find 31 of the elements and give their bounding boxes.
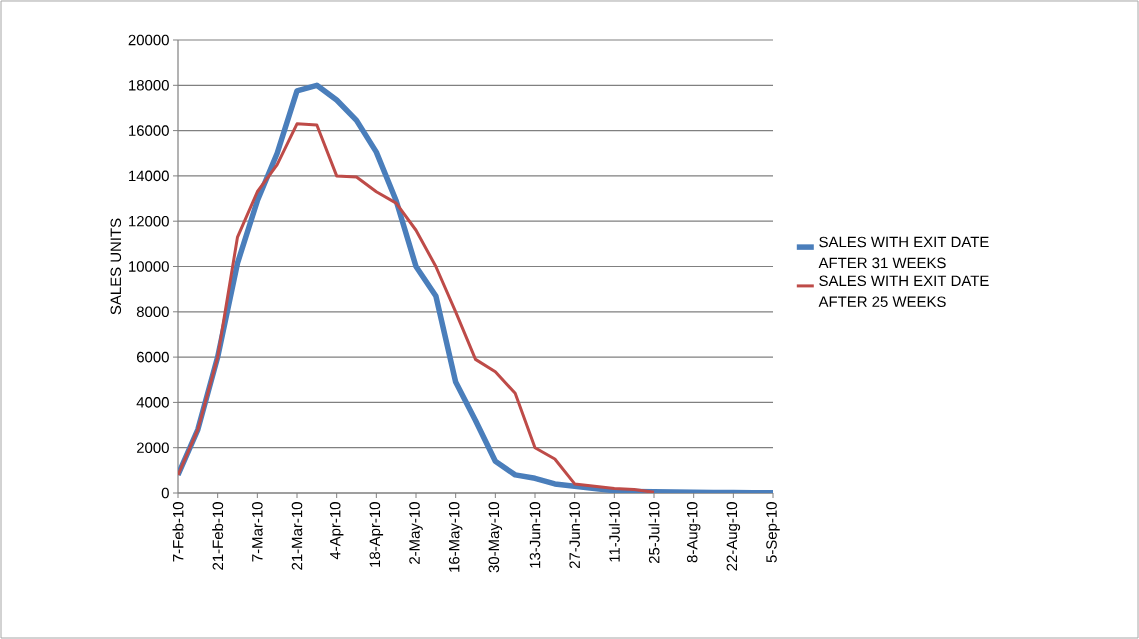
y-tick-label: 10000	[129, 261, 169, 272]
x-tick-label: 25-Jul-10	[648, 502, 660, 564]
y-tick-label: 0	[161, 487, 169, 499]
x-tick-label: 11-Jul-10	[608, 502, 620, 562]
x-tick-label: 7-Feb-10	[172, 502, 184, 562]
x-tick-label: 21-Feb-10	[212, 502, 224, 570]
y-tick-label: 16000	[129, 125, 169, 136]
x-tick-label: 2-May-10	[409, 502, 423, 564]
x-tick-label: 7-Mar-10	[252, 502, 263, 562]
x-tick-label: 18-Apr-10	[369, 502, 384, 567]
x-tick-label: 30-May-10	[488, 502, 503, 573]
x-tick-label: 16-May-10	[448, 502, 463, 572]
legend-label: SALES WITH EXIT DATE AFTER 31 WEEKS	[818, 236, 989, 269]
line-series	[178, 122, 656, 493]
x-tick-label: 13-Jun-10	[529, 502, 541, 568]
x-tick-label: 21-Mar-10	[291, 502, 303, 570]
y-tick-label: 2000	[136, 442, 169, 453]
y-tick-label: 6000	[137, 351, 169, 363]
y-tick-label: 20000	[128, 34, 169, 46]
x-tick-label: 4-Apr-10	[329, 502, 344, 560]
y-tick-label: 18000	[129, 80, 169, 91]
y-tick-label: 8000	[136, 306, 169, 318]
legend-label: SALES WITH EXIT DATE AFTER 25 WEEKS	[818, 275, 989, 307]
x-tick-label: 5-Sep-10	[766, 502, 780, 563]
x-tick-label: 27-Jun-10	[569, 502, 580, 569]
y-tick-label: 4000	[136, 397, 169, 408]
y-tick-label: 14000	[129, 170, 169, 182]
y-tick-label: 12000	[129, 215, 169, 227]
x-tick-label: 22-Aug-10	[726, 502, 741, 571]
y-axis-title: SALES UNITS	[110, 218, 122, 315]
x-tick-label: 8-Aug-10	[686, 502, 701, 563]
